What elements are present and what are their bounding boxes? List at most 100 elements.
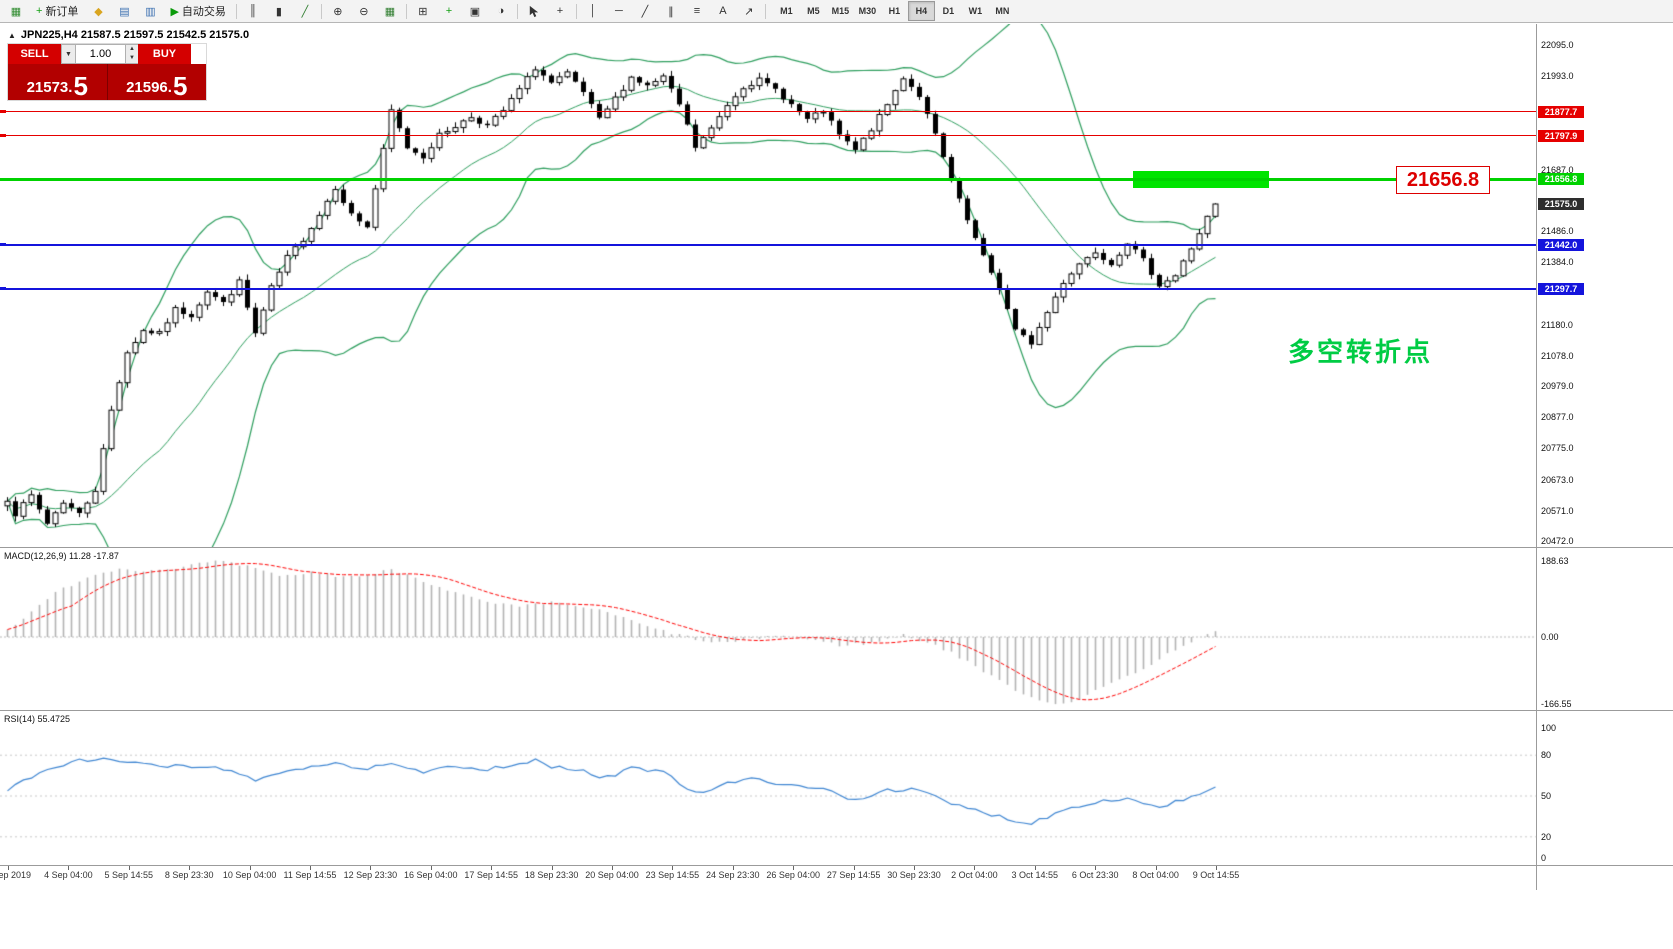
sell-button[interactable]: SELL (8, 44, 61, 64)
buy-price-frac: 5 (172, 70, 188, 101)
support-line-upper[interactable] (0, 243, 1536, 246)
price-axis-border[interactable] (1536, 24, 1537, 890)
support-line-lower[interactable] (0, 287, 1536, 290)
support-line-lower-price-tag: 21297.7 (1538, 282, 1584, 295)
macd-scale-label: -166.55 (1541, 699, 1572, 710)
time-axis-label: 8 Sep 23:30 (164, 870, 214, 880)
y-axis-tick: 21180.0 (1541, 319, 1573, 330)
market-watch-icon[interactable]: ▥ (137, 0, 163, 22)
time-axis-label: 8 Oct 04:00 (1132, 870, 1179, 880)
buy-button[interactable]: BUY (138, 44, 191, 64)
tile-windows-icon[interactable]: ⊞ (410, 0, 436, 22)
time-axis-label: 16 Sep 04:00 (404, 870, 458, 880)
crosshair-icon[interactable]: + (547, 0, 573, 22)
macd-subwindow-canvas[interactable] (0, 548, 1536, 710)
trendline-icon[interactable]: ╱ (632, 0, 658, 22)
indicators-icon[interactable]: + (436, 0, 462, 22)
toolbar-separator (235, 3, 237, 19)
timeframe-group: M1 M5 M15 M30 H1 H4 D1 W1 MN (773, 1, 1016, 21)
stepper-up-icon[interactable]: ▲ (125, 45, 138, 54)
time-axis-tick (1155, 866, 1157, 870)
profiles-icon-glyph: ▤ (119, 5, 130, 18)
text-icon[interactable]: A (710, 0, 736, 22)
support-line-lower-handle[interactable] (0, 287, 6, 291)
templates-icon[interactable]: ▣ (462, 0, 488, 22)
resistance-line-lower-handle[interactable] (0, 134, 6, 138)
favorites-icon[interactable]: ◆ (85, 0, 111, 22)
stepper-down-icon[interactable]: ▼ (125, 54, 138, 63)
rsi-subwindow-canvas[interactable] (0, 711, 1536, 865)
time-axis-label: 6 Oct 23:30 (1071, 870, 1119, 880)
resistance-line-lower[interactable] (0, 135, 1536, 137)
timeframe-m30[interactable]: M30 (858, 6, 877, 16)
y-axis-tick: 21078.0 (1541, 350, 1574, 361)
new-chart-icon[interactable]: ▦ (3, 0, 29, 22)
pivot-price-label[interactable]: 21656.8 (1396, 166, 1490, 194)
buy-price-main: 21596. (126, 79, 172, 96)
horizontal-line-icon[interactable]: ─ (606, 0, 632, 22)
chevron-down-icon: ▼ (65, 50, 72, 58)
zoom-out-icon-glyph: ⊖ (359, 5, 369, 18)
new-order-button[interactable]: + 新订单 (29, 0, 85, 22)
timeframe-mn[interactable]: MN (995, 6, 1010, 16)
toolbar-separator (405, 3, 407, 19)
pivot-line-green[interactable] (0, 177, 1536, 181)
autotrading-button[interactable]: ▶ 自动交易 (163, 0, 232, 22)
equidistant-channel-icon[interactable]: ∥ (658, 0, 684, 22)
timeframe-d1[interactable]: D1 (942, 6, 955, 16)
pivot-line-green-price-tag: 21656.8 (1538, 173, 1584, 185)
panel-separator-rsi[interactable] (0, 710, 1673, 711)
sell-price[interactable]: 21573. 5 (8, 64, 107, 100)
macd-scale-label: 0.00 (1541, 632, 1559, 642)
resistance-line-upper-handle[interactable] (0, 110, 6, 113)
time-axis-tick (68, 866, 70, 870)
time-axis-tick (128, 866, 130, 870)
sell-price-main: 21573. (26, 79, 73, 96)
zoom-in-icon[interactable]: ⊕ (325, 0, 351, 22)
zoom-out-icon[interactable]: ⊖ (351, 0, 377, 22)
time-axis-tick (974, 866, 976, 870)
arrows-icon[interactable]: ↗ (736, 0, 762, 22)
panel-separator-macd[interactable] (0, 547, 1673, 548)
profiles-icon[interactable]: ▤ (111, 0, 137, 22)
time-axis-tick (310, 866, 311, 870)
fibonacci-icon[interactable]: ≡ (684, 0, 710, 22)
volume-input[interactable] (76, 45, 125, 63)
time-axis-tick (1216, 866, 1217, 870)
pivot-line-green-handle[interactable] (0, 177, 6, 181)
bar-chart-icon[interactable]: ║ (240, 0, 266, 22)
time-axis-label: 12 Sep 23:30 (343, 870, 398, 880)
timeframe-m1[interactable]: M1 (780, 6, 793, 16)
cursor-icon[interactable] (521, 0, 547, 22)
timeframe-h4[interactable]: H4 (907, 1, 935, 21)
time-axis-tick (1095, 866, 1097, 870)
period-icon[interactable]: ◑ (488, 0, 514, 22)
grid-icon[interactable]: ▦ (377, 0, 403, 22)
vertical-line-icon[interactable]: │ (580, 0, 606, 22)
toolbar-separator (516, 3, 518, 19)
volume-dropdown-button[interactable]: ▼ (61, 44, 76, 64)
line-chart-icon-glyph: ╱ (301, 5, 309, 18)
timeframe-m15[interactable]: M15 (831, 6, 850, 16)
new-chart-icon-glyph: ▦ (10, 5, 22, 18)
rsi-scale-label: 20 (1541, 831, 1552, 842)
candlestick-chart-icon[interactable]: ▮ (266, 0, 292, 22)
trendline-icon-glyph: ╱ (641, 5, 649, 18)
time-axis-label: 24 Sep 23:30 (706, 870, 760, 880)
main-chart-canvas[interactable] (0, 24, 1536, 547)
resistance-line-upper[interactable] (0, 111, 1536, 112)
buy-price[interactable]: 21596. 5 (108, 64, 207, 100)
templates-icon-glyph: ▣ (469, 5, 481, 18)
timeframe-m5[interactable]: M5 (807, 6, 820, 16)
timeframe-h1[interactable]: H1 (888, 6, 901, 16)
support-line-upper-handle[interactable] (0, 243, 6, 247)
trade-panel-divider (106, 64, 108, 100)
line-chart-icon[interactable]: ╱ (292, 0, 318, 22)
timeframe-w1[interactable]: W1 (968, 6, 983, 16)
volume-field-wrap: ▲ ▼ (76, 44, 138, 64)
equidistant-channel-icon-glyph: ∥ (668, 5, 674, 18)
y-axis-tick: 21687.0 (1541, 164, 1574, 175)
chart-annotation-text[interactable]: 多空转折点 (1288, 337, 1434, 367)
new-order-button-label: 新订单 (45, 6, 79, 18)
zoom-in-icon-glyph: ⊕ (333, 5, 343, 18)
